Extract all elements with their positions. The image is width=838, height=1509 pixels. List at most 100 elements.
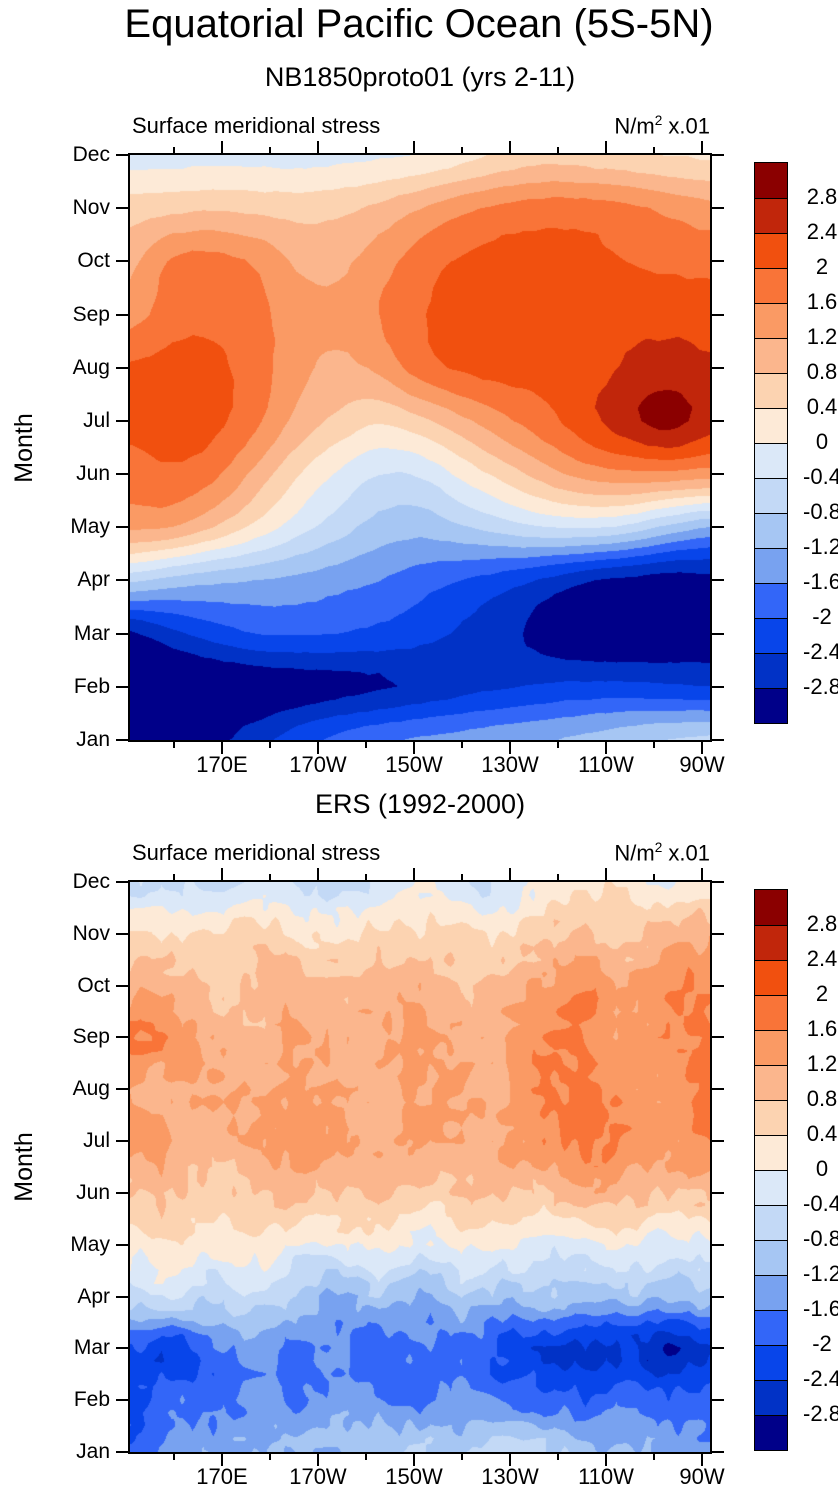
colorbar-label: 2 xyxy=(815,981,829,1006)
month-tick xyxy=(710,366,724,369)
x-tick-label: 90W xyxy=(679,1464,725,1489)
x-tick-minor xyxy=(556,147,559,155)
month-tick xyxy=(710,579,724,582)
units-rest: x.01 xyxy=(662,840,710,866)
colorbar-label: 1.6 xyxy=(806,1016,838,1041)
month-tick xyxy=(710,1036,724,1039)
x-tick-label: 130W xyxy=(481,1464,539,1489)
x-tick-minor xyxy=(652,1452,655,1460)
x-tick-major xyxy=(413,740,416,754)
colorbar-cell xyxy=(755,688,787,723)
month-tick xyxy=(116,1191,130,1194)
colorbar-label: -1.6 xyxy=(803,1296,838,1321)
x-tick-label: 170E xyxy=(196,752,248,777)
month-label: Nov xyxy=(72,921,110,945)
colorbar xyxy=(754,889,788,1451)
x-tick-major xyxy=(605,141,607,155)
x-tick-major xyxy=(220,141,223,155)
month-label: Jun xyxy=(76,462,110,486)
colorbar-label: -1.2 xyxy=(803,1261,838,1286)
colorbar-label: 0.8 xyxy=(806,359,838,384)
month-tick xyxy=(116,881,130,883)
colorbar-cell xyxy=(755,268,787,303)
month-tick xyxy=(116,1399,130,1402)
month-label: May xyxy=(70,515,110,539)
month-label: Jan xyxy=(76,1440,110,1463)
month-tick xyxy=(710,207,724,210)
x-tick-major xyxy=(413,141,416,155)
panel-header-units: N/m2 x.01 xyxy=(614,840,710,866)
month-tick xyxy=(710,526,724,529)
colorbar-cell xyxy=(755,925,787,960)
colorbar-cell xyxy=(755,653,787,688)
x-tick-minor xyxy=(556,874,559,882)
month-tick xyxy=(116,366,130,369)
x-tick-major xyxy=(220,1452,223,1466)
x-tick-major xyxy=(509,1452,512,1466)
colorbar-label: 0 xyxy=(815,429,829,454)
colorbar-cell xyxy=(755,338,787,373)
colorbar-label: 1.2 xyxy=(806,324,838,349)
colorbar-label: 1.2 xyxy=(806,1051,838,1076)
month-tick xyxy=(710,1088,724,1091)
x-tick-major xyxy=(700,1452,703,1466)
colorbar-cell xyxy=(755,373,787,408)
colorbar-cell xyxy=(755,513,787,548)
colorbar-cell xyxy=(755,478,787,513)
x-tick-minor xyxy=(173,1452,176,1460)
x-tick-minor xyxy=(365,1452,367,1460)
month-tick xyxy=(116,313,130,316)
month-tick xyxy=(710,1399,724,1402)
colorbar-cell xyxy=(755,1345,787,1380)
x-tick-major xyxy=(605,740,607,754)
colorbar-cell xyxy=(755,1100,787,1135)
month-tick xyxy=(710,1451,724,1453)
x-tick-label: 90W xyxy=(679,752,725,777)
x-tick-major xyxy=(509,141,512,155)
x-tick-major xyxy=(316,868,319,882)
month-tick xyxy=(116,260,130,263)
month-label: Aug xyxy=(72,355,110,379)
x-tick-label: 110W xyxy=(578,752,634,777)
x-tick-major xyxy=(509,868,512,882)
month-label: Feb xyxy=(73,1388,110,1412)
plot-frame xyxy=(128,153,712,742)
month-tick xyxy=(116,932,130,935)
units-base: N/m xyxy=(614,840,655,866)
colorbar-cell xyxy=(755,1415,787,1450)
month-tick xyxy=(116,1451,130,1453)
month-tick xyxy=(116,579,130,582)
colorbar-label: -0.8 xyxy=(803,499,838,524)
colorbar-label: -0.8 xyxy=(803,1226,838,1251)
month-tick xyxy=(710,1347,724,1350)
colorbar xyxy=(754,162,788,724)
month-tick xyxy=(116,526,130,529)
x-tick-major xyxy=(316,1452,319,1466)
month-tick xyxy=(710,313,724,316)
x-tick-label: 130W xyxy=(481,752,539,777)
month-tick xyxy=(116,154,130,156)
x-tick-minor xyxy=(173,740,176,748)
month-tick xyxy=(710,1191,724,1194)
x-tick-minor xyxy=(652,740,655,748)
month-label: May xyxy=(70,1232,110,1256)
x-tick-major xyxy=(220,868,223,882)
month-label: Feb xyxy=(73,674,110,698)
colorbar-cell xyxy=(755,443,787,478)
month-tick xyxy=(116,1036,130,1039)
month-tick xyxy=(116,1088,130,1091)
month-label: Mar xyxy=(73,1336,110,1360)
colorbar-cell xyxy=(755,995,787,1030)
colorbar-label: -2.8 xyxy=(803,1401,838,1426)
contour-plot-canvas-model xyxy=(130,155,710,740)
month-tick xyxy=(116,473,130,476)
x-tick-major xyxy=(316,740,319,754)
x-tick-label: 150W xyxy=(385,1464,443,1489)
month-tick xyxy=(710,260,724,263)
month-label: Dec xyxy=(72,143,110,166)
colorbar-label: 2.4 xyxy=(806,219,838,244)
month-label: Apr xyxy=(77,1284,110,1308)
month-tick xyxy=(116,632,130,635)
colorbar-label: -2 xyxy=(812,1331,832,1356)
